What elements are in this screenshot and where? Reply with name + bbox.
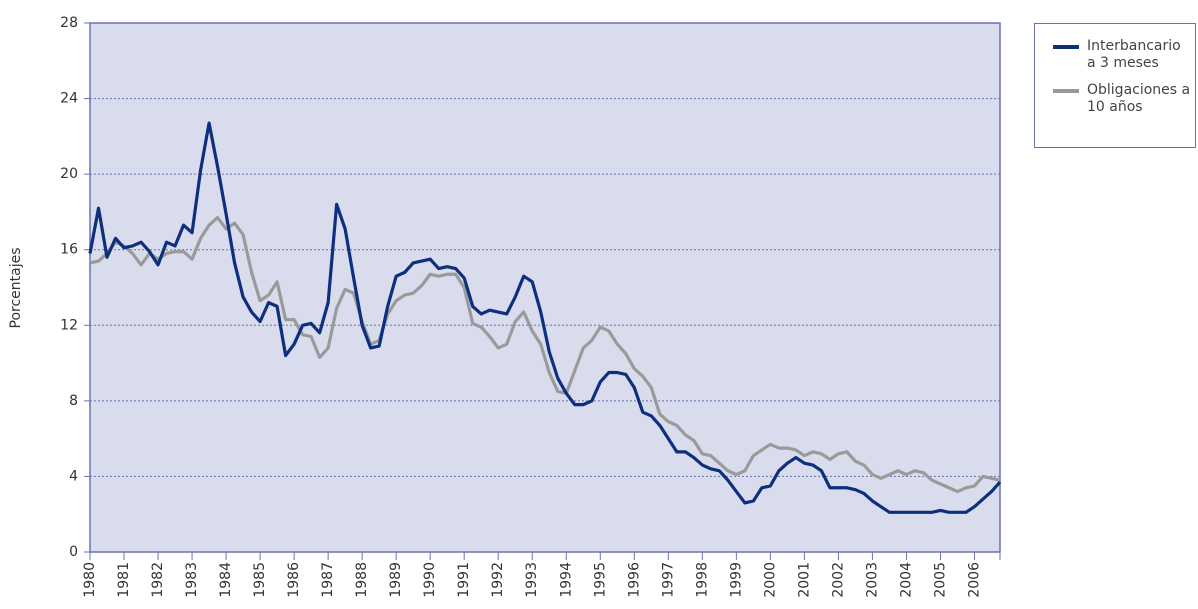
series-line — [88, 121, 1002, 514]
plot-area — [90, 23, 1000, 552]
y-axis-label: Porcentajes — [8, 247, 24, 328]
legend-entry: Obligaciones a 10 años — [1053, 82, 1192, 116]
x-tick-label: 1992 — [490, 562, 506, 598]
y-tick-label: 8 — [69, 393, 78, 409]
legend-label: Obligaciones a 10 años — [1087, 82, 1191, 115]
legend-swatch — [1053, 45, 1079, 49]
x-tick-label: 1991 — [456, 562, 472, 598]
x-tick-label: 1998 — [694, 562, 710, 598]
x-tick-label: 1983 — [184, 562, 200, 598]
x-tick-label: 1980 — [82, 562, 98, 598]
y-tick-label: 28 — [60, 15, 78, 31]
x-tick-label: 2001 — [796, 562, 812, 598]
y-tick-label: 24 — [60, 91, 78, 107]
legend-swatch — [1053, 89, 1079, 93]
x-tick-label: 1984 — [218, 562, 234, 598]
x-tick-label: 2004 — [898, 562, 914, 598]
x-tick-label: 1999 — [728, 562, 744, 598]
x-tick-label: 1993 — [524, 562, 540, 598]
legend-label: Interbancario a 3 meses — [1087, 38, 1181, 71]
x-tick-label: 2006 — [966, 562, 982, 598]
plot-border — [89, 22, 1001, 553]
x-tick-label: 1986 — [286, 562, 302, 598]
x-tick-label: 2003 — [864, 562, 880, 598]
x-tick-label: 1989 — [388, 562, 404, 598]
x-tick-label: 2000 — [762, 562, 778, 598]
y-tick-label: 20 — [60, 166, 78, 182]
y-tick-label: 16 — [60, 242, 78, 258]
series-line — [89, 216, 1001, 494]
x-tick-label: 1990 — [422, 562, 438, 598]
x-tick-label: 1982 — [150, 562, 166, 598]
y-tick-label: 4 — [69, 468, 78, 484]
x-tick-label: 1995 — [592, 562, 608, 598]
x-tick-label: 1987 — [320, 562, 336, 598]
legend-entry: Interbancario a 3 meses — [1053, 38, 1192, 72]
x-tick-label: 2005 — [932, 562, 948, 598]
x-tick-label: 1994 — [558, 562, 574, 598]
y-tick-label: 12 — [60, 317, 78, 333]
x-tick-label: 2002 — [830, 562, 846, 598]
x-tick-label: 1985 — [252, 562, 268, 598]
y-tick-label: 0 — [69, 544, 78, 560]
x-tick-label: 1997 — [660, 562, 676, 598]
legend: Interbancario a 3 meses Obligaciones a 10… — [1034, 23, 1196, 148]
x-tick-label: 1981 — [116, 562, 132, 598]
x-tick-label: 1996 — [626, 562, 642, 598]
x-tick-label: 1988 — [354, 562, 370, 598]
